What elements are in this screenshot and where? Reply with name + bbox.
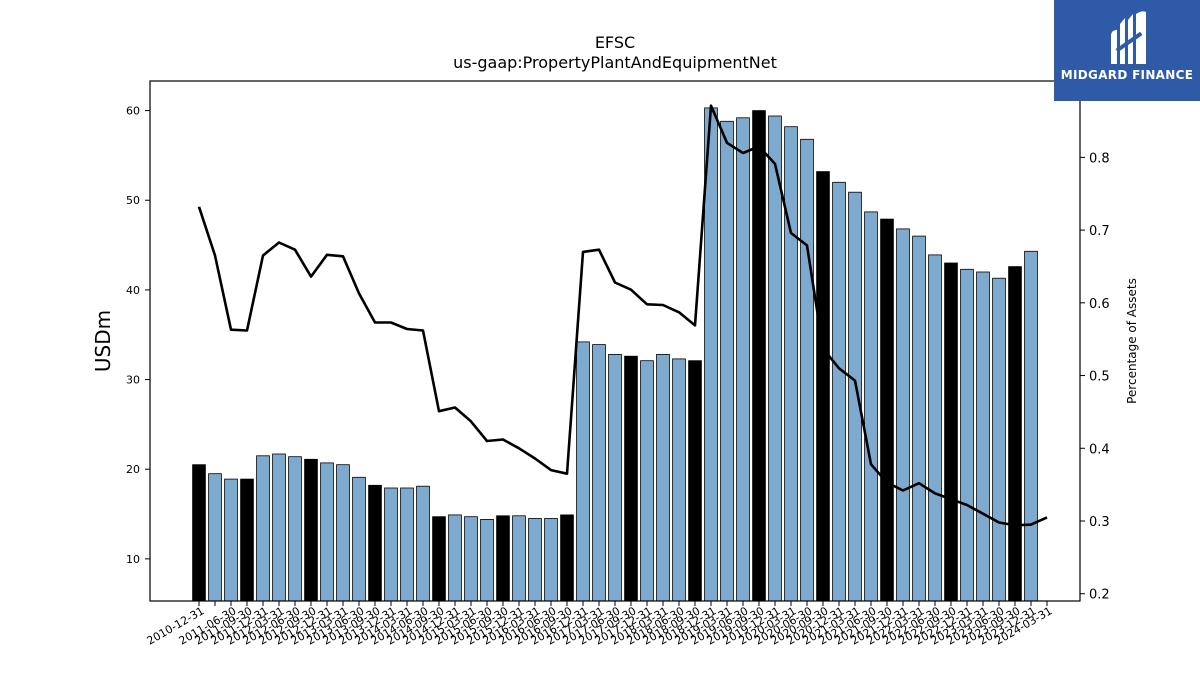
bar: [224, 478, 238, 602]
bar: [944, 262, 958, 602]
bar: [800, 138, 814, 602]
pct-assets-line: [197, 104, 1048, 527]
bar: [496, 515, 510, 602]
logo-text: MIDGARD FINANCE: [1060, 68, 1194, 82]
bar: [848, 191, 862, 602]
bar: [384, 487, 398, 602]
y2-tick-label: 0.7: [1089, 224, 1110, 239]
y-tick-label: 30: [126, 374, 140, 387]
bar: [464, 516, 478, 602]
bar: [752, 110, 766, 602]
bar: [240, 478, 254, 602]
logo-mark-icon: [1111, 11, 1146, 65]
bar: [880, 218, 894, 602]
y2-tick-label: 0.6: [1089, 297, 1110, 312]
bar: [256, 455, 270, 602]
bar: [784, 126, 798, 602]
bar: [288, 456, 302, 602]
bar: [608, 353, 622, 602]
bar: [320, 462, 334, 602]
midgard-finance-logo: MIDGARD FINANCE: [1054, 0, 1200, 101]
bar: [976, 271, 990, 602]
y2-tick-label: 0.8: [1089, 151, 1110, 166]
bar: [432, 516, 446, 602]
bar: [816, 171, 830, 602]
bar: [576, 341, 590, 602]
bar: [720, 120, 734, 602]
bar: [368, 484, 382, 602]
y2-tick-label: 0.4: [1089, 442, 1110, 457]
y-tick-label: 60: [126, 105, 140, 118]
bar: [208, 473, 222, 602]
bar: [448, 514, 462, 602]
bar: [304, 458, 318, 602]
bar: [192, 464, 206, 602]
bar: [688, 360, 702, 602]
bar: [1008, 266, 1022, 602]
y2-tick-label: 0.2: [1089, 588, 1110, 603]
bar: [656, 353, 670, 602]
bar: [832, 181, 846, 602]
bar: [736, 117, 750, 602]
chart-subtitle: us-gaap:PropertyPlantAndEquipmentNet: [453, 53, 777, 72]
bar: [560, 514, 574, 602]
bar: [352, 476, 366, 602]
bar: [336, 464, 350, 602]
y-tick-label: 40: [126, 284, 140, 297]
bar: [640, 360, 654, 602]
bar: [992, 277, 1006, 602]
bar: [896, 228, 910, 602]
bar: [512, 515, 526, 602]
y-tick-label: 20: [126, 463, 140, 476]
bar: [544, 518, 558, 602]
bar: [528, 518, 542, 602]
bar: [960, 268, 974, 602]
bar: [672, 358, 686, 602]
bar: [416, 485, 430, 602]
bar: [864, 211, 878, 602]
chart-title: EFSC: [594, 33, 636, 52]
bar: [624, 355, 638, 602]
bar: [272, 453, 286, 602]
bar: [928, 254, 942, 602]
bar: [592, 344, 606, 602]
y2-tick-label: 0.5: [1089, 370, 1110, 385]
y-tick-label: 10: [126, 553, 140, 566]
bar: [1024, 250, 1038, 602]
bar: [400, 487, 414, 602]
y-axis-label: USDm: [91, 310, 115, 372]
bar: [480, 519, 494, 602]
y2-tick-label: 0.3: [1089, 515, 1110, 530]
y-tick-label: 50: [126, 194, 140, 207]
bar: [912, 235, 926, 602]
y2-axis-label: Percentage of Assets: [1125, 278, 1139, 404]
